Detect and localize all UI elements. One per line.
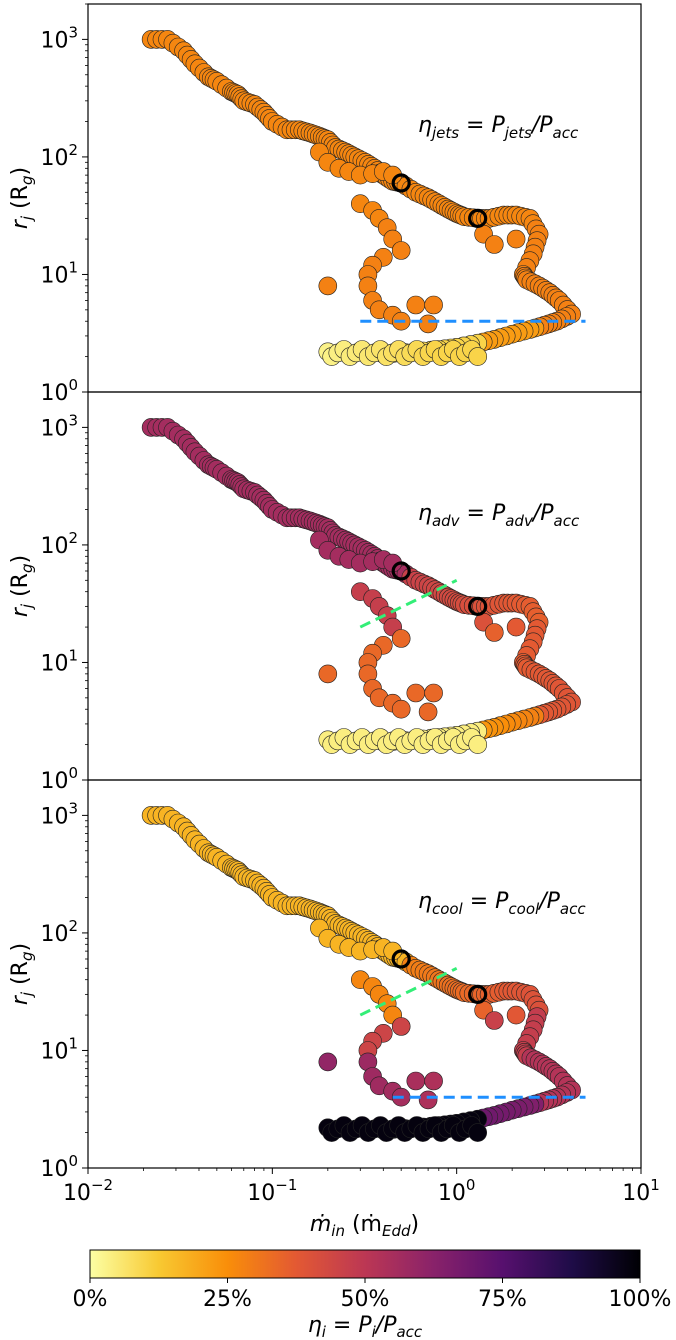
data-point [391,629,411,648]
colorbar-tick-label: 100% [609,1287,672,1312]
y-tick-label: 102 [40,529,78,559]
scatter-points [141,30,581,366]
data-point [468,347,488,366]
y-tick-label: 102 [40,917,78,947]
data-point [484,623,504,642]
colorbar: 0% 25% 50% 75% 100% ηi = Pi/Pacc [73,1249,672,1340]
scatter-points [141,806,581,1142]
colorbar-label: ηi = Pi/Pacc [308,1313,423,1340]
data-point [484,235,504,254]
x-axis-label: ṁin (ṁEdd) [310,1212,419,1240]
panel-label: ηadv = Padv/Pacc [418,501,580,530]
x-tick-label: 101 [622,1176,660,1206]
panel-label: ηcool = Pcool/Pacc [418,889,586,918]
y-axis-label: rj (Rg) [8,167,36,229]
data-point [318,276,338,296]
x-tick-label: 10−1 [247,1176,297,1206]
colorbar-tick-label: 0% [73,1287,108,1312]
y-tick-label: 103 [40,799,78,829]
y-tick-label: 100 [40,1152,78,1182]
data-point [424,1071,443,1091]
data-point [468,735,488,754]
green-dashed-line [359,966,458,1017]
highlight-marker [391,561,411,581]
data-point [506,617,526,637]
data-point [391,1017,411,1036]
data-point [318,1052,338,1072]
data-point [391,699,411,719]
y-axis-label: rj (Rg) [8,555,36,617]
data-point [418,1090,438,1110]
highlight-marker [468,984,488,1004]
highlight-marker [468,596,488,616]
data-point [424,683,443,703]
y-tick-label: 101 [40,1034,78,1064]
panel-label: ηjets = Pjets/Pacc [418,113,579,142]
y-axis-label: rj (Rg) [8,943,36,1005]
panel-1: 100 101 102 103 rj (Rg) ηjets = Pjets/Pacc [8,3,642,406]
highlight-marker [391,173,411,193]
scatter-points [141,418,581,754]
highlight-marker [468,208,488,228]
y-tick-label: 100 [40,376,78,406]
data-point [406,1071,426,1091]
colorbar-tick-label: 50% [341,1287,390,1312]
y-tick-label: 100 [40,764,78,794]
data-point [391,241,411,260]
colorbar-gradient [89,1249,641,1279]
colorbar-tick-label: 25% [203,1287,252,1312]
data-point [406,683,426,703]
data-point [406,295,426,315]
axes-frame [87,779,642,1169]
panel-2: 100 101 102 103 rj (Rg) ηadv = Padv/Pacc [8,391,642,794]
highlight-marker [391,949,411,969]
panel-3: 100 101 102 103 rj (Rg) ηcool = Pcool/Pacc [8,779,642,1182]
y-tick-label: 102 [40,141,78,171]
colorbar-tick-label: 75% [478,1287,527,1312]
data-point [468,1123,488,1142]
data-point [424,295,443,315]
y-tick-label: 101 [40,646,78,676]
data-point [484,1011,504,1030]
data-point [506,229,526,249]
data-point [318,664,338,684]
y-tick-label: 101 [40,258,78,288]
green-dashed-line [359,578,458,629]
data-point [418,702,438,722]
y-tick-label: 103 [40,23,78,53]
x-tick-label: 100 [438,1176,476,1206]
x-axis: 10−2 10−1 100 101 ṁin (ṁEdd) [63,1168,660,1240]
data-point [418,314,438,334]
x-tick-label: 10−2 [63,1176,113,1206]
y-tick-label: 103 [40,411,78,441]
data-point [506,1005,526,1025]
